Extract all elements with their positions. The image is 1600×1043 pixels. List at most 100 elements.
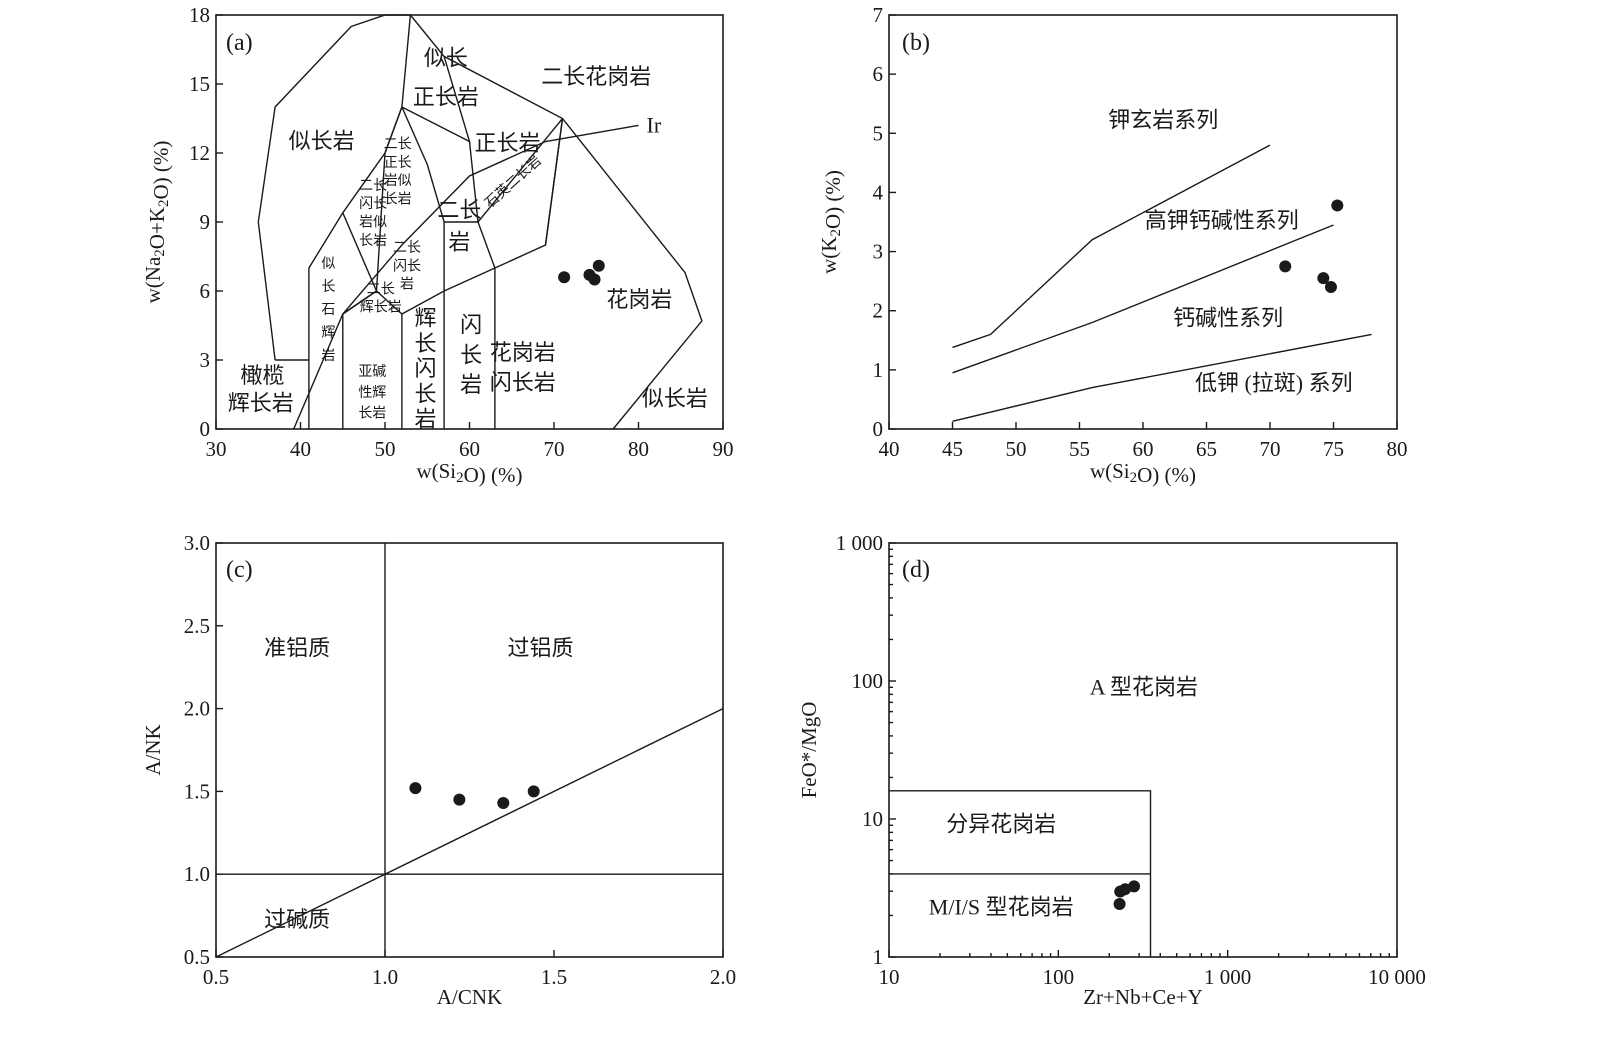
field-region-label: 准铝质 — [264, 636, 330, 661]
field-region-label: 岩 — [448, 230, 470, 255]
field-region-label: 亚碱 — [358, 364, 386, 380]
y-tick-label: 7 — [873, 3, 884, 27]
x-tick-label: 60 — [1133, 437, 1154, 461]
x-tick-label: 100 — [1043, 965, 1075, 989]
field-region-label: 正长 — [384, 155, 412, 171]
field-region-label: 二长 — [367, 281, 395, 297]
field-region-label: 过碱质 — [264, 907, 330, 932]
y-tick-label: 0.5 — [184, 945, 210, 969]
ir-alkaline-divider-line — [293, 124, 639, 430]
x-tick-label: 1.5 — [541, 965, 567, 989]
field-region-label: 花岗岩 — [490, 340, 556, 365]
field-boundary-line — [342, 290, 377, 315]
field-region-label: 钾玄岩系列 — [1108, 107, 1218, 132]
y-tick-label: 1 000 — [836, 531, 883, 555]
y-tick-label: 18 — [189, 3, 210, 27]
y-axis-label: w(Na2O+K2O) (%) — [141, 141, 173, 304]
x-tick-label: 2.0 — [710, 965, 736, 989]
field-region-label: 二长 — [359, 178, 387, 194]
x-tick-label: 60 — [459, 437, 480, 461]
field-region-label: 长岩 — [384, 192, 412, 208]
field-boundary-line — [401, 106, 445, 291]
y-tick-label: 4 — [873, 180, 884, 204]
y-tick-label: 5 — [873, 121, 884, 145]
field-region-label: 似长岩 — [289, 128, 355, 153]
x-axis-label: A/CNK — [437, 985, 502, 1009]
sample-point — [1324, 281, 1337, 294]
y-tick-label: 1.5 — [184, 779, 210, 803]
field-boundary-line — [308, 14, 412, 429]
y-tick-label: 1 — [873, 358, 884, 382]
y-tick-label: 15 — [189, 72, 210, 96]
x-tick-label: 1.0 — [372, 965, 398, 989]
field-boundary-line — [952, 224, 1334, 374]
panel-a-tas-diagram: 30 40 50 60 70 80 90 0 3 6 9 12 15 18 w(Si2O) (%) w(Na2… — [141, 3, 734, 487]
field-region-label: 正长岩 — [475, 131, 541, 156]
sample-point — [1331, 199, 1344, 212]
field-region-label: 长 — [321, 279, 335, 295]
field-region-label: 辉 — [415, 306, 437, 331]
y-tick-label: 3.0 — [184, 531, 210, 555]
field-region-label: 橄榄 — [240, 363, 284, 388]
field-region-label: 钙碱性系列 — [1173, 306, 1283, 331]
sample-point — [527, 785, 540, 798]
field-boundary-line — [952, 333, 1372, 422]
panel-label: (a) — [226, 30, 253, 56]
y-axis-label: A/NK — [141, 724, 165, 775]
field-region-label: 岩 — [460, 372, 482, 397]
x-tick-label: 90 — [713, 437, 734, 461]
field-region-label: 闪长 — [359, 196, 387, 212]
y-tick-label: 0 — [200, 417, 211, 441]
y-axis-label: w(K2O) (%) — [817, 170, 845, 274]
ir-line-label: Ir — [647, 112, 662, 137]
sample-point — [1317, 272, 1330, 285]
field-region-label: 似长 — [424, 46, 468, 71]
field-boundary-line — [342, 212, 378, 292]
sample-point — [558, 271, 571, 284]
field-boundary-line — [952, 144, 1271, 349]
field-region-label: 闪长 — [393, 258, 421, 274]
x-tick-label: 75 — [1323, 437, 1344, 461]
panel-label: (b) — [902, 30, 930, 56]
field-region-label: 过铝质 — [507, 636, 573, 661]
field-region-label: 分异花岗岩 — [946, 812, 1056, 837]
field-region-label: 长 — [415, 331, 437, 356]
panel-label: (d) — [902, 557, 930, 583]
x-tick-label: 10 000 — [1368, 965, 1426, 989]
panel-label: (c) — [226, 557, 253, 583]
y-tick-label: 2.5 — [184, 614, 210, 638]
field-region-label-rotated: 石英二长岩 — [481, 152, 544, 211]
field-region-label: 辉 — [321, 325, 335, 341]
field-region-label: 岩似 — [359, 215, 387, 231]
field-region-label: 花岗岩 — [606, 287, 672, 312]
sample-point — [588, 273, 601, 286]
field-region-label: 岩 — [321, 348, 335, 364]
field-region-label: M/I/S 型花岗岩 — [929, 895, 1074, 920]
y-tick-label: 1.0 — [184, 862, 210, 886]
x-tick-label: 80 — [1387, 437, 1408, 461]
y-tick-label: 9 — [200, 210, 211, 234]
y-tick-label: 12 — [189, 141, 210, 165]
field-region-label: 闪长岩 — [490, 370, 556, 395]
plot-frame — [215, 542, 724, 958]
x-tick-label: 45 — [942, 437, 963, 461]
y-tick-label: 100 — [852, 669, 884, 693]
x-tick-label: 55 — [1069, 437, 1090, 461]
x-tick-label: 70 — [544, 437, 565, 461]
field-boundary-line — [375, 152, 386, 292]
plot-frame — [888, 14, 1398, 430]
x-axis-label: w(Si2O) (%) — [416, 459, 522, 487]
field-region-label: 长 — [460, 342, 482, 367]
field-boundary-line — [384, 56, 471, 154]
field-region-label: 二长 — [393, 240, 421, 256]
field-region-label: 低钾 (拉斑) 系列 — [1195, 371, 1353, 396]
field-region-label: 似长岩 — [642, 386, 708, 411]
y-tick-label: 3 — [200, 348, 211, 372]
sample-point — [1279, 260, 1292, 273]
field-region-label: 高钾钙碱性系列 — [1145, 208, 1299, 233]
y-tick-label: 10 — [862, 807, 883, 831]
y-tick-label: 6 — [873, 62, 884, 86]
field-boundary-line — [215, 707, 724, 958]
